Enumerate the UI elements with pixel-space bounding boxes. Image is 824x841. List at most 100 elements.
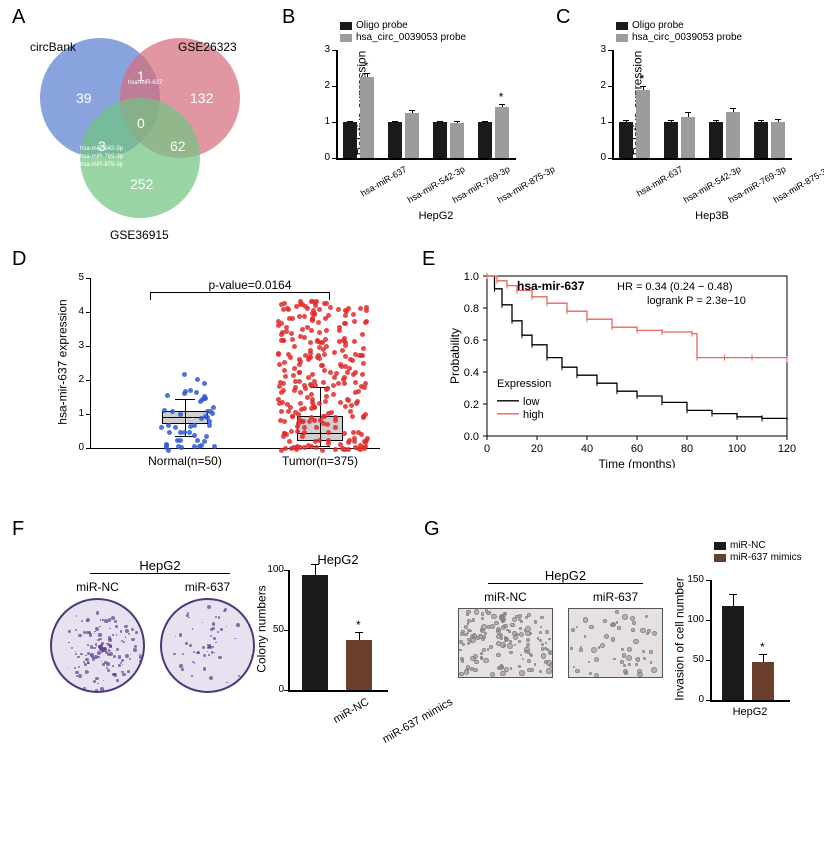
svg-text:80: 80 bbox=[681, 443, 693, 455]
svg-text:0.2: 0.2 bbox=[464, 399, 479, 411]
cell-line-label: HepG2 bbox=[406, 210, 466, 222]
xtick-label: hsa-miR-637 bbox=[635, 164, 685, 198]
legend-label: hsa_circ_0039053 probe bbox=[632, 32, 742, 43]
svg-text:40: 40 bbox=[581, 443, 593, 455]
pvalue: p-value=0.0164 bbox=[180, 278, 320, 292]
invasion-image bbox=[458, 608, 553, 678]
legend-swatch bbox=[616, 34, 628, 42]
panel-d-scatter: 0 1 2 3 4 5 hsa-mir-637 expression p-value=0.01… bbox=[50, 268, 380, 468]
bar bbox=[360, 77, 374, 158]
ytick: 1 bbox=[316, 116, 330, 127]
significance-star: * bbox=[364, 59, 369, 73]
ylabel: Colony numbers bbox=[255, 585, 269, 672]
bar bbox=[388, 122, 402, 158]
bar bbox=[405, 113, 419, 158]
ytick: 3 bbox=[316, 44, 330, 55]
panel-e-km: 0204060801001200.00.20.40.60.81.0Time (m… bbox=[445, 258, 805, 468]
bar-title: HepG2 bbox=[298, 552, 378, 567]
svg-text:Expression: Expression bbox=[497, 378, 551, 390]
cell-line-label: Hep3B bbox=[682, 210, 742, 222]
svg-text:20: 20 bbox=[531, 443, 543, 455]
xtick-label: hsa-miR-637 bbox=[359, 164, 409, 198]
ytick: 3 bbox=[72, 340, 84, 351]
svg-text:hsa-mir-637: hsa-mir-637 bbox=[517, 279, 585, 293]
panel-label-c: C bbox=[556, 6, 570, 29]
svg-text:120: 120 bbox=[778, 443, 796, 455]
ytick: 4 bbox=[72, 306, 84, 317]
colony-image bbox=[160, 598, 255, 693]
bar bbox=[450, 123, 464, 158]
bar bbox=[478, 122, 492, 158]
bar bbox=[495, 107, 509, 158]
ytick: 1 bbox=[592, 116, 606, 127]
panel-label-g: G bbox=[424, 518, 440, 541]
legend-swatch bbox=[340, 22, 352, 30]
significance-star: * bbox=[499, 90, 504, 104]
panel-a-venn: circBank39GSE26323132GSE369152521hsa-miR… bbox=[30, 28, 270, 228]
colony-image-label: miR-NC bbox=[50, 580, 145, 594]
ylabel: hsa-mir-637 expression bbox=[56, 299, 70, 424]
ytick: 2 bbox=[72, 374, 84, 385]
bar bbox=[754, 122, 768, 158]
ytick: 2 bbox=[316, 80, 330, 91]
legend-swatch bbox=[616, 22, 628, 30]
km-svg: 0204060801001200.00.20.40.60.81.0Time (m… bbox=[445, 258, 805, 468]
xtick-label: Normal(n=50) bbox=[135, 454, 235, 468]
colony-image bbox=[50, 598, 145, 693]
legend-label: Oligo probe bbox=[356, 20, 408, 31]
bar bbox=[433, 122, 447, 158]
bar bbox=[343, 122, 357, 158]
svg-text:high: high bbox=[523, 409, 544, 421]
panel-label-b: B bbox=[282, 6, 295, 29]
ytick: 3 bbox=[592, 44, 606, 55]
significance-star: * bbox=[640, 72, 645, 86]
svg-text:0.0: 0.0 bbox=[464, 431, 479, 443]
venn-tiny-label: hsa-miR-637 bbox=[128, 80, 162, 86]
bar bbox=[636, 90, 650, 158]
colony-cell-line: HepG2 bbox=[90, 558, 230, 574]
ytick: 0 bbox=[592, 152, 606, 163]
panel-label-f: F bbox=[12, 518, 24, 541]
invasion-image bbox=[568, 608, 663, 678]
ytick: 0 bbox=[72, 442, 84, 453]
venn-set-label: GSE36915 bbox=[110, 228, 169, 242]
xtick-label: Tumor(n=375) bbox=[270, 454, 370, 468]
bar bbox=[726, 112, 740, 158]
legend-label: Oligo probe bbox=[632, 20, 684, 31]
legend-swatch bbox=[340, 34, 352, 42]
panel-b-bar: 0123Relative expressionOligo probehsa_ci… bbox=[300, 20, 530, 190]
bar bbox=[681, 117, 695, 158]
bar bbox=[771, 122, 785, 158]
venn-count: 132 bbox=[190, 90, 213, 106]
svg-text:0.8: 0.8 bbox=[464, 303, 479, 315]
ytick: 5 bbox=[72, 272, 84, 283]
svg-text:0.4: 0.4 bbox=[464, 367, 479, 379]
panel-c-bar: 0123Relative expressionOligo probehsa_ci… bbox=[576, 20, 806, 190]
venn-tiny-label: hsa-miR-875-3p bbox=[80, 162, 123, 168]
svg-text:low: low bbox=[523, 396, 540, 408]
svg-text:logrank P = 2.3e−10: logrank P = 2.3e−10 bbox=[647, 295, 746, 307]
venn-set-label: circBank bbox=[30, 40, 76, 54]
svg-text:HR = 0.34 (0.24 − 0.48): HR = 0.34 (0.24 − 0.48) bbox=[617, 281, 733, 293]
ytick: 1 bbox=[72, 408, 84, 419]
svg-text:1.0: 1.0 bbox=[464, 271, 479, 283]
venn-intersection: 0 bbox=[137, 115, 145, 131]
venn-tiny-label: hsa-miR-769-3p bbox=[80, 154, 123, 160]
venn-count: 252 bbox=[130, 176, 153, 192]
invasion-image-label: miR-637 bbox=[568, 590, 663, 604]
bar bbox=[709, 122, 723, 158]
panel-label-e: E bbox=[422, 248, 435, 271]
invasion-image-label: miR-NC bbox=[458, 590, 553, 604]
ytick: 2 bbox=[592, 80, 606, 91]
svg-text:100: 100 bbox=[728, 443, 746, 455]
panel-g-invasion: HepG2 miR-NCmiR-637 miR-NCmiR-637 mimics… bbox=[438, 540, 818, 830]
svg-text:0: 0 bbox=[484, 443, 490, 455]
venn-set-label: GSE26323 bbox=[178, 40, 237, 54]
legend-label: hsa_circ_0039053 probe bbox=[356, 32, 466, 43]
bar bbox=[619, 122, 633, 158]
invasion-cell-line: HepG2 bbox=[488, 568, 643, 584]
svg-text:Time (months): Time (months) bbox=[599, 457, 676, 468]
colony-image-label: miR-637 bbox=[160, 580, 255, 594]
svg-text:Probability: Probability bbox=[448, 328, 462, 384]
svg-text:0.6: 0.6 bbox=[464, 335, 479, 347]
